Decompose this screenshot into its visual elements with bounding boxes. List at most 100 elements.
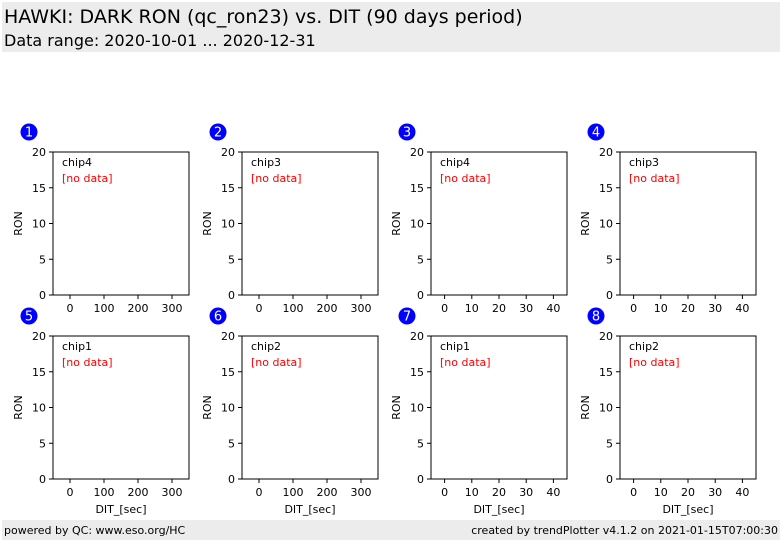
x-tick-label: 20 bbox=[492, 486, 506, 499]
x-tick-label: 200 bbox=[128, 302, 149, 315]
panel-number-badge bbox=[398, 307, 416, 325]
y-tick-label: 5 bbox=[606, 437, 613, 450]
no-data-label: [no data] bbox=[62, 172, 113, 185]
panel-number-badge bbox=[587, 307, 605, 325]
x-tick-label: 0 bbox=[67, 302, 74, 315]
chip-label: chip3 bbox=[629, 156, 659, 169]
x-axis-label: DIT_[sec] bbox=[473, 503, 524, 516]
plot-frame bbox=[619, 335, 757, 480]
panel-number: 1 bbox=[25, 126, 33, 141]
x-tick-label: 0 bbox=[67, 486, 74, 499]
x-tick-label: 30 bbox=[708, 302, 722, 315]
panel-number-badge bbox=[209, 123, 227, 141]
y-tick-label: 20 bbox=[32, 146, 46, 159]
y-tick-label: 0 bbox=[39, 473, 46, 486]
panel-number: 5 bbox=[25, 310, 33, 325]
y-tick-label: 5 bbox=[39, 437, 46, 450]
y-tick-label: 5 bbox=[417, 253, 424, 266]
x-tick-label: 20 bbox=[492, 302, 506, 315]
chart-panel-8: 8 0 5 10 15 20 0 10 20 30 40 RON DIT_[sec] chip2 [no d… bbox=[579, 307, 757, 516]
x-tick-label: 200 bbox=[317, 486, 338, 499]
plot-frame bbox=[430, 335, 568, 480]
x-tick-label: 100 bbox=[94, 302, 115, 315]
y-tick-label: 15 bbox=[410, 182, 424, 195]
panel-number: 2 bbox=[214, 126, 222, 141]
plot-frame bbox=[52, 335, 190, 480]
y-tick-label: 10 bbox=[221, 402, 235, 415]
x-tick-label: 20 bbox=[681, 486, 695, 499]
x-tick-label: 40 bbox=[735, 486, 749, 499]
y-tick-label: 20 bbox=[32, 330, 46, 343]
x-axis-label: DIT_[sec] bbox=[284, 503, 335, 516]
y-tick-label: 0 bbox=[39, 289, 46, 302]
x-tick-label: 100 bbox=[94, 486, 115, 499]
x-tick-label: 0 bbox=[441, 302, 448, 315]
plot-frame bbox=[619, 151, 757, 296]
no-data-label: [no data] bbox=[629, 356, 680, 369]
y-tick-label: 5 bbox=[417, 437, 424, 450]
panel-number: 8 bbox=[592, 310, 600, 325]
x-tick-label: 40 bbox=[546, 302, 560, 315]
y-tick-label: 5 bbox=[228, 253, 235, 266]
x-tick-label: 0 bbox=[256, 486, 263, 499]
x-axis-label: DIT_[sec] bbox=[662, 503, 713, 516]
y-tick-label: 0 bbox=[417, 473, 424, 486]
no-data-label: [no data] bbox=[440, 172, 491, 185]
x-tick-label: 10 bbox=[465, 486, 479, 499]
panel-number: 3 bbox=[403, 126, 411, 141]
y-axis-label: RON bbox=[12, 395, 25, 420]
x-tick-label: 40 bbox=[546, 486, 560, 499]
x-tick-label: 200 bbox=[128, 486, 149, 499]
x-tick-label: 300 bbox=[351, 302, 372, 315]
panel-number-badge bbox=[398, 123, 416, 141]
y-tick-label: 15 bbox=[221, 182, 235, 195]
y-axis-label: RON bbox=[390, 395, 403, 420]
header-bar: HAWKI: DARK RON (qc_ron23) vs. DIT (90 d… bbox=[2, 2, 780, 52]
y-tick-label: 15 bbox=[221, 366, 235, 379]
y-axis-label: RON bbox=[201, 211, 214, 236]
y-tick-label: 15 bbox=[410, 366, 424, 379]
x-tick-label: 10 bbox=[654, 486, 668, 499]
no-data-label: [no data] bbox=[629, 172, 680, 185]
chip-label: chip4 bbox=[440, 156, 470, 169]
page-title: HAWKI: DARK RON (qc_ron23) vs. DIT (90 d… bbox=[4, 6, 523, 28]
chip-label: chip3 bbox=[251, 156, 281, 169]
y-tick-label: 20 bbox=[599, 330, 613, 343]
y-tick-label: 20 bbox=[599, 146, 613, 159]
panel-number: 6 bbox=[214, 310, 222, 325]
x-tick-label: 300 bbox=[162, 302, 183, 315]
x-tick-label: 300 bbox=[162, 486, 183, 499]
x-tick-label: 0 bbox=[630, 302, 637, 315]
panel-number: 7 bbox=[403, 310, 411, 325]
y-tick-label: 10 bbox=[32, 218, 46, 231]
plot-frame bbox=[241, 335, 379, 480]
y-tick-label: 20 bbox=[410, 330, 424, 343]
y-tick-label: 10 bbox=[599, 218, 613, 231]
y-axis-label: RON bbox=[579, 395, 592, 420]
chip-label: chip1 bbox=[62, 340, 92, 353]
chip-label: chip1 bbox=[440, 340, 470, 353]
x-tick-label: 10 bbox=[465, 302, 479, 315]
no-data-label: [no data] bbox=[251, 172, 302, 185]
footer-credit: powered by QC: www.eso.org/HC bbox=[4, 524, 186, 537]
y-tick-label: 0 bbox=[228, 473, 235, 486]
y-axis-label: RON bbox=[12, 211, 25, 236]
panel-number-badge bbox=[587, 123, 605, 141]
x-tick-label: 300 bbox=[351, 486, 372, 499]
no-data-label: [no data] bbox=[440, 356, 491, 369]
y-tick-label: 15 bbox=[32, 182, 46, 195]
panel-number-badge bbox=[209, 307, 227, 325]
y-tick-label: 15 bbox=[599, 182, 613, 195]
y-tick-label: 5 bbox=[228, 437, 235, 450]
x-tick-label: 40 bbox=[735, 302, 749, 315]
x-tick-label: 10 bbox=[654, 302, 668, 315]
y-tick-label: 15 bbox=[32, 366, 46, 379]
x-tick-label: 100 bbox=[283, 486, 304, 499]
y-tick-label: 10 bbox=[599, 402, 613, 415]
chip-label: chip2 bbox=[629, 340, 659, 353]
